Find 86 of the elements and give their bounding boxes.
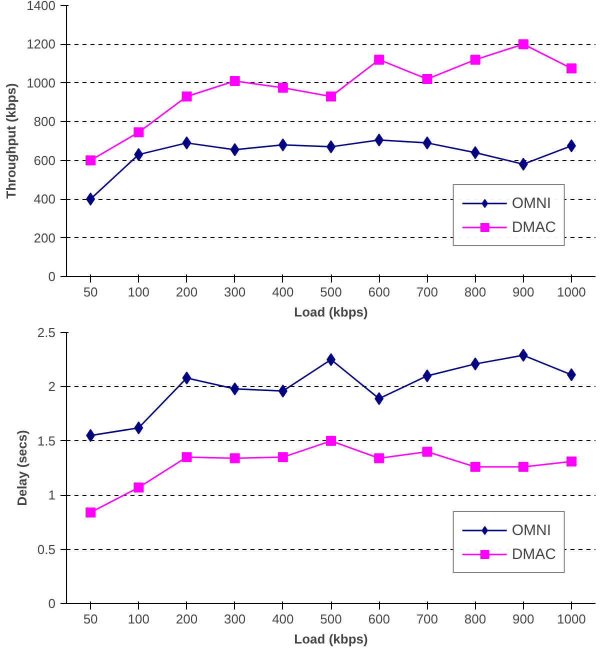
x-tick-label: 50 — [83, 612, 98, 626]
x-tick-label: 1000 — [556, 612, 586, 626]
x-tick-label: 200 — [176, 612, 198, 626]
x-tick-label: 600 — [368, 284, 390, 300]
point — [134, 127, 144, 138]
x-tick-label: 500 — [320, 612, 342, 626]
y-tick-label: 1000 — [26, 75, 56, 90]
point — [470, 462, 480, 472]
point — [422, 136, 432, 150]
legend-label: DMAC — [512, 546, 556, 562]
x-tick-label: 700 — [416, 612, 438, 626]
y-tick-label: 1200 — [26, 36, 56, 52]
x-axis-title: Load (kbps) — [294, 632, 368, 646]
y-tick-label: 600 — [34, 152, 56, 168]
x-tick-label: 100 — [128, 284, 150, 300]
point — [422, 446, 432, 457]
point — [374, 134, 384, 147]
point — [134, 421, 144, 434]
point — [470, 146, 480, 160]
x-axis-title: Load (kbps) — [294, 304, 368, 320]
x-tick-label: 500 — [320, 284, 342, 300]
point — [326, 91, 336, 102]
y-tick-label: 200 — [34, 230, 56, 246]
point — [278, 452, 288, 462]
y-tick-label: 0.5 — [37, 542, 56, 557]
y-tick-label: 800 — [34, 114, 56, 130]
point — [182, 91, 192, 102]
point — [230, 76, 240, 86]
legend-label: OMNI — [512, 194, 551, 212]
point — [278, 138, 288, 152]
point — [374, 54, 384, 65]
point — [326, 436, 336, 446]
y-tick-label: 1 — [48, 488, 56, 503]
point — [566, 63, 576, 74]
point — [182, 372, 192, 385]
x-tick-label: 200 — [176, 284, 198, 300]
x-tick-label: 900 — [512, 612, 534, 626]
point — [86, 507, 96, 518]
point — [86, 428, 96, 442]
point — [566, 139, 576, 152]
point — [86, 155, 96, 166]
point — [470, 357, 480, 370]
y-tick-label: 0 — [48, 596, 56, 611]
y-tick-label: 1400 — [26, 0, 56, 13]
point — [518, 462, 528, 472]
x-tick-label: 400 — [272, 612, 294, 626]
y-tick-label: 1.5 — [37, 433, 56, 448]
legend-label: OMNI — [512, 522, 551, 538]
x-tick-label: 800 — [464, 612, 486, 626]
point — [86, 192, 96, 206]
point — [182, 136, 192, 150]
point — [518, 348, 528, 362]
y-axis-title: Throughput (kbps) — [4, 83, 19, 199]
x-tick-label: 800 — [464, 284, 486, 300]
x-tick-label: 50 — [83, 284, 98, 300]
x-tick-label: 1000 — [556, 284, 586, 300]
x-tick-label: 300 — [224, 612, 246, 626]
point — [518, 158, 528, 171]
point — [422, 369, 432, 382]
point — [470, 54, 480, 65]
legend-label: DMAC — [512, 218, 556, 236]
point — [566, 456, 576, 466]
y-tick-label: 0 — [48, 269, 56, 284]
point — [278, 384, 288, 398]
point — [230, 143, 240, 156]
x-tick-label: 600 — [368, 612, 390, 626]
point — [230, 382, 240, 396]
point — [134, 482, 144, 493]
x-tick-label: 300 — [224, 284, 246, 300]
x-tick-label: 700 — [416, 284, 438, 300]
point — [182, 452, 192, 462]
y-tick-label: 2 — [48, 379, 56, 394]
point — [374, 453, 384, 464]
y-tick-label: 400 — [34, 192, 56, 207]
point — [230, 453, 240, 464]
x-tick-label: 100 — [128, 612, 150, 626]
point — [422, 74, 432, 84]
x-tick-label: 900 — [512, 284, 534, 300]
point — [566, 368, 576, 382]
point — [134, 148, 144, 162]
y-tick-label: 2.5 — [37, 325, 56, 340]
point — [374, 392, 384, 406]
point — [278, 82, 288, 93]
y-axis-title: Delay (secs) — [14, 430, 30, 506]
point — [518, 39, 528, 50]
x-tick-label: 400 — [272, 284, 294, 300]
